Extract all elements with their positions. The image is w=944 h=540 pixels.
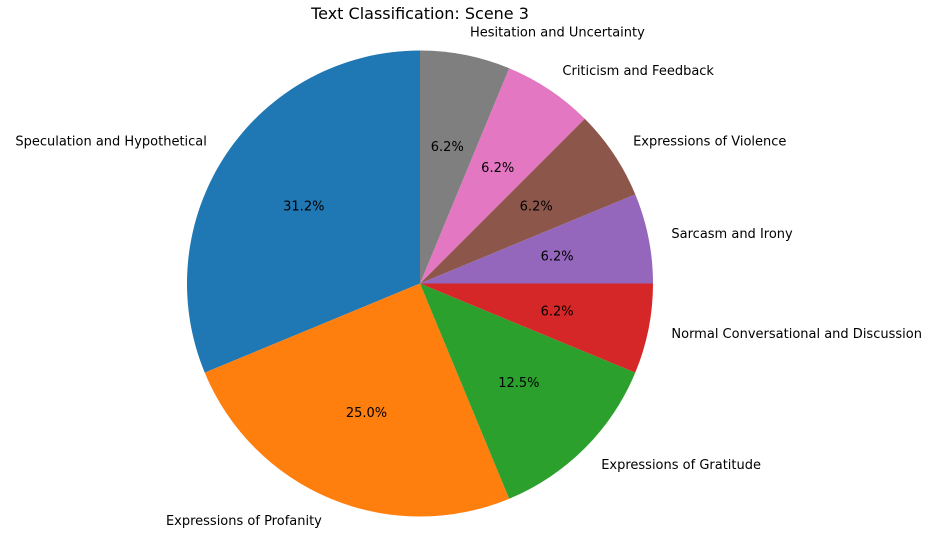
- slice-percent-label: 6.2%: [541, 250, 574, 265]
- pie-slices: [187, 50, 653, 517]
- pie-slice: [420, 118, 636, 284]
- slice-percent-label: 6.2%: [481, 161, 514, 176]
- slice-label: Normal Conversational and Discussion: [671, 327, 922, 342]
- slice-label: Hesitation and Uncertainty: [470, 26, 645, 41]
- slice-percent-label: 31.2%: [283, 199, 324, 214]
- slice-label: Expressions of Profanity: [166, 514, 322, 529]
- slice-percent-label: 25.0%: [346, 406, 387, 421]
- slice-percent-label: 6.2%: [431, 140, 464, 155]
- slice-label: Expressions of Violence: [633, 135, 786, 150]
- pie-labels: Speculation and Hypothetical 31.2% Express…: [15, 26, 922, 529]
- pie-slice: [420, 194, 653, 284]
- pie-slice: [204, 283, 510, 517]
- slice-percent-label: 6.2%: [520, 199, 553, 214]
- pie-slice: [420, 68, 585, 284]
- pie-slice: [420, 283, 636, 499]
- slice-label: Speculation and Hypothetical: [15, 135, 207, 150]
- pie-slice: [420, 50, 510, 284]
- pie-slice: [187, 50, 420, 373]
- chart-title: Text Classification: Scene 3: [310, 4, 529, 23]
- slice-label: Expressions of Gratitude: [601, 458, 761, 473]
- slice-label: Sarcasm and Irony: [671, 227, 793, 242]
- pie-slice: [420, 283, 653, 373]
- slice-percent-label: 12.5%: [498, 376, 539, 391]
- slice-label: Criticism and Feedback: [562, 64, 714, 79]
- slice-percent-label: 6.2%: [541, 304, 574, 319]
